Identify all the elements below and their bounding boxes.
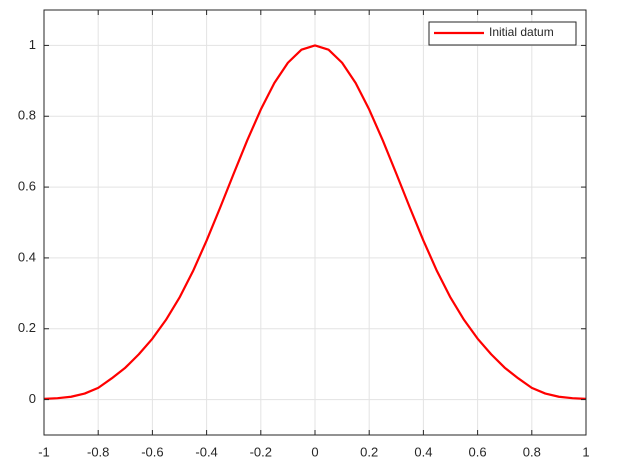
plot-area [43,44,587,400]
legend-label: Initial datum [489,25,554,39]
legend: Initial datum [428,21,577,46]
y-tick-label: 0.2 [18,320,36,335]
x-tick-label: 0 [311,444,318,459]
x-tick-label: -0.8 [87,444,109,459]
x-tick-label: 0.2 [360,444,378,459]
y-tick-label: 0.4 [18,249,36,264]
x-tick-label: -1 [38,444,50,459]
y-tick-label: 0.6 [18,179,36,194]
y-tick-label: 1 [29,37,36,52]
y-tick-label: 0 [29,391,36,406]
x-tick-label: 0.6 [469,444,487,459]
x-tick-label: -0.4 [195,444,217,459]
line-series [43,44,587,400]
legend-box [428,21,577,46]
x-tick-label: 1 [582,444,589,459]
x-tick-label: -0.2 [250,444,272,459]
x-tick-label: -0.6 [141,444,163,459]
x-tick-label: 0.4 [414,444,432,459]
y-tick-label: 0.8 [18,108,36,123]
x-tick-label: 0.8 [523,444,541,459]
